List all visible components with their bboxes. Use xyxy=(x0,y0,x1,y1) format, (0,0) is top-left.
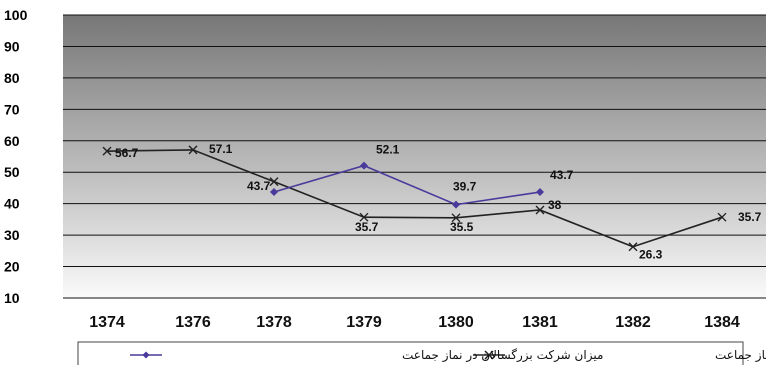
x-tick-label: 1379 xyxy=(346,314,382,331)
y-tick-label: 20 xyxy=(4,259,20,275)
x-tick-label: 1378 xyxy=(256,314,292,331)
data-label-adults: 39.7 xyxy=(453,180,477,194)
marker-x-youth xyxy=(451,213,461,223)
marker-x-youth xyxy=(102,146,112,156)
y-tick-label: 80 xyxy=(4,70,20,86)
x-tick-label: 1384 xyxy=(704,314,740,331)
data-label-youth: 38 xyxy=(548,198,562,212)
series-line-youth xyxy=(106,149,723,248)
x-tick-label: 1374 xyxy=(89,314,125,331)
x-tick-label: 1380 xyxy=(438,314,474,331)
legend-box xyxy=(77,341,744,365)
marker-x-youth xyxy=(717,212,727,222)
marker-x-youth xyxy=(269,177,279,187)
data-label-youth: 35.5 xyxy=(450,220,474,234)
data-label-youth: 26.3 xyxy=(639,248,663,262)
data-labels: 56.7 57.1 35.7 35.5 38 26.3 35.7 43.7 52.1 39.7 43… xyxy=(115,142,762,262)
marker-x-youth xyxy=(359,212,369,222)
legend-label-adults: میزان شرکت بزرگسالان در نماز جماعت xyxy=(402,348,603,363)
plot-area xyxy=(63,15,766,298)
x-tick-label: 1381 xyxy=(522,314,558,331)
legend-item-youth: میزان شرکت جوانان در نماز جماعت xyxy=(473,348,766,363)
series-line-adults xyxy=(273,164,541,206)
gridlines xyxy=(63,14,766,299)
data-label-youth: 35.7 xyxy=(355,220,379,234)
data-label-youth: 57.1 xyxy=(209,142,233,156)
marker-diamond-adults xyxy=(536,188,544,197)
y-tick-label: 30 xyxy=(4,227,20,243)
data-label-youth: 35.7 xyxy=(738,210,762,224)
y-tick-label: 100 xyxy=(4,7,28,23)
y-tick-label: 40 xyxy=(4,196,20,212)
series-layer xyxy=(102,145,727,252)
x-axis-ticks: 1374 1376 1378 1379 1380 1381 1382 1384 xyxy=(89,314,740,331)
x-tick-label: 1382 xyxy=(615,314,651,331)
y-tick-label: 70 xyxy=(4,101,20,117)
y-tick-label: 10 xyxy=(4,290,20,306)
y-tick-label: 60 xyxy=(4,133,20,149)
data-label-adults: 43.7 xyxy=(550,168,574,182)
data-label-adults: 43.7 xyxy=(247,179,271,193)
marker-diamond-adults xyxy=(452,200,460,209)
marker-x-youth xyxy=(628,242,638,252)
legend-diamond-marker xyxy=(142,351,150,359)
marker-diamond-adults xyxy=(270,188,278,197)
y-axis-ticks: 10 20 30 40 50 60 70 80 90 100 xyxy=(4,7,28,306)
data-label-adults: 52.1 xyxy=(376,143,400,157)
legend-label-youth: میزان شرکت جوانان در نماز جماعت xyxy=(715,348,766,363)
marker-diamond-adults xyxy=(360,161,368,170)
data-label-youth: 56.7 xyxy=(115,146,139,160)
legend: میزان شرکت جوانان در نماز جماعت میزان شر… xyxy=(77,341,766,365)
marker-x-youth xyxy=(535,205,545,215)
x-tick-label: 1376 xyxy=(175,314,211,331)
marker-x-youth xyxy=(188,145,198,155)
legend-x-marker xyxy=(484,350,494,360)
y-tick-label: 50 xyxy=(4,164,20,180)
legend-item-adults: میزان شرکت بزرگسالان در نماز جماعت xyxy=(130,348,603,363)
y-tick-label: 90 xyxy=(4,38,20,54)
